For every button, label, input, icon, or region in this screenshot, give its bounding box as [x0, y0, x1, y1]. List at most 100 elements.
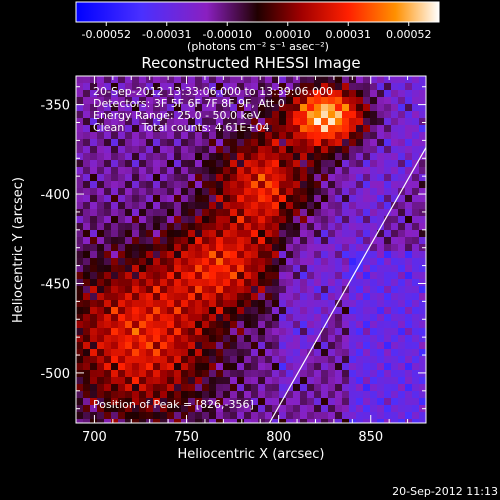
heatmap-cell: [167, 412, 174, 419]
heatmap-cell: [293, 384, 300, 391]
heatmap-cell: [237, 307, 244, 314]
heatmap-cell: [202, 335, 209, 342]
heatmap-cell: [363, 174, 370, 181]
heatmap-cell: [370, 111, 377, 118]
heatmap-cell: [125, 90, 132, 97]
heatmap-cell: [405, 258, 412, 265]
heatmap-cell: [370, 328, 377, 335]
heatmap-cell: [125, 272, 132, 279]
heatmap-cell: [265, 314, 272, 321]
heatmap-cell: [356, 181, 363, 188]
heatmap-cell: [146, 349, 153, 356]
x-tick-label: 700: [82, 430, 107, 445]
heatmap-cell: [97, 279, 104, 286]
heatmap-cell: [104, 384, 111, 391]
annotation-detectors: Detectors: 3F 5F 6F 7F 8F 9F, Att 0: [93, 97, 285, 110]
heatmap-cell: [237, 370, 244, 377]
heatmap-cell: [153, 244, 160, 251]
heatmap-cell: [398, 251, 405, 258]
heatmap-cell: [286, 356, 293, 363]
heatmap-cell: [398, 111, 405, 118]
heatmap-cell: [195, 405, 202, 412]
heatmap-cell: [153, 188, 160, 195]
heatmap-cell: [216, 97, 223, 104]
heatmap-cell: [118, 405, 125, 412]
heatmap-cell: [90, 349, 97, 356]
heatmap-cell: [209, 342, 216, 349]
heatmap-cell: [307, 216, 314, 223]
heatmap-cell: [349, 349, 356, 356]
heatmap-cell: [202, 118, 209, 125]
heatmap-cell: [314, 146, 321, 153]
heatmap-cell: [279, 412, 286, 419]
heatmap-cell: [419, 412, 426, 419]
heatmap-cell: [335, 405, 342, 412]
heatmap-cell: [188, 370, 195, 377]
heatmap-cell: [83, 272, 90, 279]
heatmap-cell: [251, 314, 258, 321]
heatmap-cell: [104, 272, 111, 279]
heatmap-cell: [237, 104, 244, 111]
heatmap-cell: [335, 328, 342, 335]
heatmap-cell: [293, 125, 300, 132]
heatmap-cell: [258, 307, 265, 314]
heatmap-cell: [391, 181, 398, 188]
heatmap-cell: [104, 391, 111, 398]
heatmap-cell: [216, 328, 223, 335]
heatmap-cell: [230, 279, 237, 286]
heatmap-cell: [370, 230, 377, 237]
heatmap-cell: [132, 160, 139, 167]
heatmap-cell: [202, 307, 209, 314]
heatmap-cell: [118, 153, 125, 160]
heatmap-cell: [314, 412, 321, 419]
heatmap-cell: [314, 286, 321, 293]
heatmap-cell: [349, 384, 356, 391]
heatmap-cell: [342, 279, 349, 286]
heatmap-cell: [195, 104, 202, 111]
heatmap-cell: [363, 167, 370, 174]
heatmap-cell: [272, 153, 279, 160]
heatmap-cell: [174, 412, 181, 419]
heatmap-cell: [104, 349, 111, 356]
heatmap-cell: [314, 342, 321, 349]
heatmap-cell: [167, 356, 174, 363]
heatmap-cell: [363, 181, 370, 188]
heatmap-cell: [174, 328, 181, 335]
y-tick-label: -500: [40, 367, 70, 382]
heatmap-cell: [153, 167, 160, 174]
heatmap-cell: [412, 202, 419, 209]
heatmap-cell: [265, 90, 272, 97]
heatmap-cell: [391, 202, 398, 209]
heatmap-cell: [293, 167, 300, 174]
heatmap-cell: [405, 125, 412, 132]
heatmap-cell: [118, 272, 125, 279]
heatmap-cell: [195, 314, 202, 321]
heatmap-cell: [293, 293, 300, 300]
heatmap-cell: [132, 293, 139, 300]
heatmap-cell: [370, 97, 377, 104]
heatmap-cell: [167, 384, 174, 391]
heatmap-cell: [139, 272, 146, 279]
heatmap-cell: [153, 202, 160, 209]
heatmap-cell: [314, 321, 321, 328]
heatmap-cell: [237, 223, 244, 230]
heatmap-cell: [111, 216, 118, 223]
heatmap-cell: [265, 188, 272, 195]
heatmap-cell: [97, 342, 104, 349]
heatmap-cell: [209, 363, 216, 370]
heatmap-cell: [335, 202, 342, 209]
heatmap-cell: [132, 132, 139, 139]
heatmap-cell: [160, 76, 167, 83]
heatmap-cell: [342, 139, 349, 146]
heatmap-cell: [349, 223, 356, 230]
heatmap-cell: [370, 398, 377, 405]
heatmap-cell: [349, 244, 356, 251]
heatmap-cell: [251, 118, 258, 125]
heatmap-cell: [188, 125, 195, 132]
heatmap-cell: [405, 160, 412, 167]
heatmap-cell: [216, 377, 223, 384]
heatmap-cell: [167, 125, 174, 132]
heatmap-cell: [363, 279, 370, 286]
heatmap-cell: [279, 97, 286, 104]
heatmap-cell: [167, 279, 174, 286]
